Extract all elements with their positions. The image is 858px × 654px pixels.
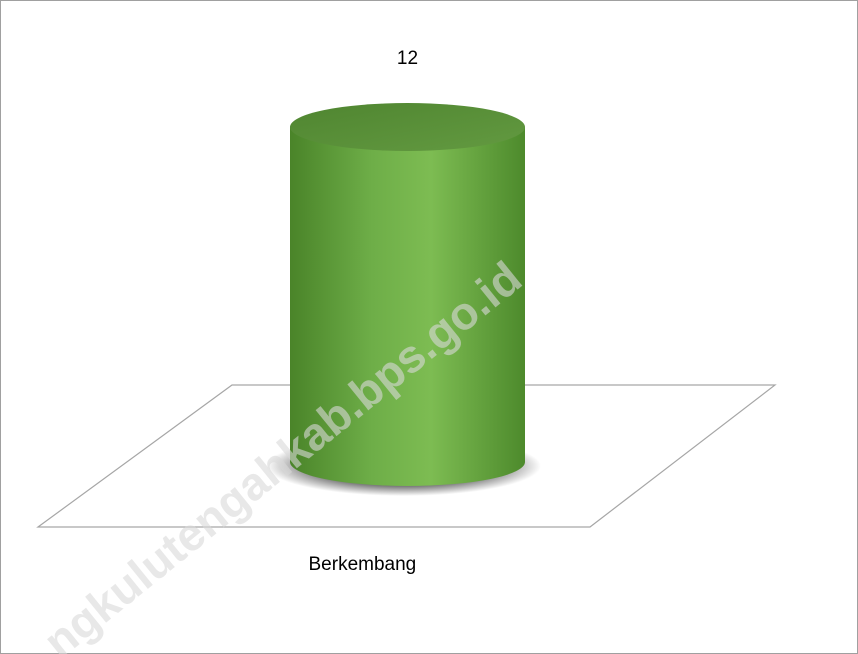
cylinder-top (290, 103, 525, 151)
x-tick-label: Berkembang (309, 554, 417, 575)
data-label: 12 (397, 48, 418, 69)
cylinder (290, 127, 525, 486)
